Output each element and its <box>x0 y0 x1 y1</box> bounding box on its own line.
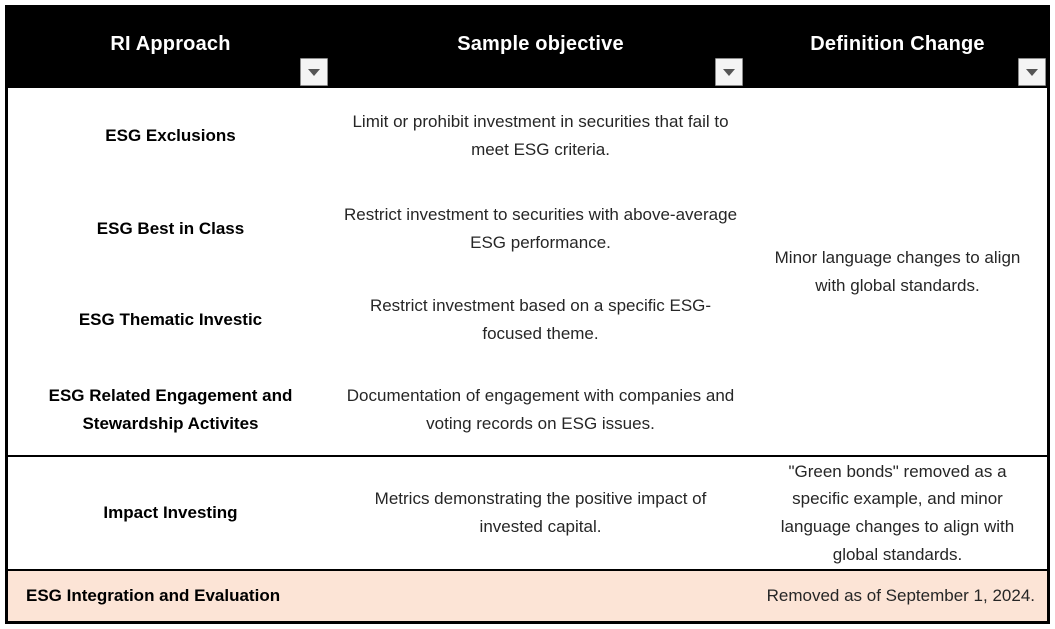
chevron-down-icon <box>723 68 735 76</box>
approach-label: ESG Exclusions <box>105 125 236 145</box>
filter-button-ri-approach[interactable] <box>300 58 328 86</box>
header-cell-definition-change: Definition Change <box>748 8 1047 88</box>
cell-approach-esg-thematic: ESG Thematic Investic <box>8 275 333 365</box>
approach-label: ESG Related Engagement and Stewardship A… <box>48 386 293 433</box>
objective-text: Metrics demonstrating the positive impac… <box>374 489 707 536</box>
cell-approach-esg-best-in-class: ESG Best in Class <box>8 183 333 275</box>
definition-change-text: "Green bonds" removed as a specific exam… <box>780 461 1015 564</box>
table-header-row: RI Approach Sample objective Definition … <box>8 8 1047 88</box>
objective-text: Restrict investment based on a specific … <box>369 296 712 343</box>
cell-objective-esg-engagement: Documentation of engagement with compani… <box>333 365 748 455</box>
objective-text: Documentation of engagement with compani… <box>346 386 735 433</box>
definition-change-text: Minor language changes to align with glo… <box>774 247 1021 295</box>
approach-label: Impact Investing <box>103 503 238 523</box>
header-cell-sample-objective: Sample objective <box>333 8 748 88</box>
chevron-down-icon <box>1026 68 1038 76</box>
cell-objective-esg-best-in-class: Restrict investment to securities with a… <box>333 183 748 275</box>
cell-objective-impact-investing: Metrics demonstrating the positive impac… <box>333 455 748 569</box>
objective-text: Restrict investment to securities with a… <box>343 205 738 252</box>
row-esg-integration-highlighted: ESG Integration and Evaluation Removed a… <box>8 569 1047 621</box>
filter-button-definition-change[interactable] <box>1018 58 1046 86</box>
approach-label: ESG Integration and Evaluation <box>26 586 281 605</box>
table-body: ESG Exclusions Limit or prohibit investm… <box>8 88 1047 621</box>
filter-button-sample-objective[interactable] <box>715 58 743 86</box>
objective-text: Limit or prohibit investment in securiti… <box>352 111 729 159</box>
column-header-ri-approach: RI Approach <box>110 33 231 55</box>
cell-approach-impact-investing: Impact Investing <box>8 455 333 569</box>
header-cell-ri-approach: RI Approach <box>8 8 333 88</box>
approach-label: ESG Best in Class <box>96 219 245 239</box>
approach-label: ESG Thematic Investic <box>78 310 263 330</box>
cell-definition-change-merged: Minor language changes to align with glo… <box>748 88 1047 455</box>
cell-objective-esg-exclusions: Limit or prohibit investment in securiti… <box>333 88 748 183</box>
definition-change-text: Removed as of September 1, 2024. <box>766 586 1035 605</box>
column-header-sample-objective: Sample objective <box>457 33 624 55</box>
cell-approach-esg-exclusions: ESG Exclusions <box>8 88 333 183</box>
column-header-definition-change: Definition Change <box>810 33 985 55</box>
cell-definition-change-impact-investing: "Green bonds" removed as a specific exam… <box>748 455 1047 569</box>
cell-objective-esg-thematic: Restrict investment based on a specific … <box>333 275 748 365</box>
ri-approach-table: RI Approach Sample objective Definition … <box>5 5 1050 624</box>
chevron-down-icon <box>308 68 320 76</box>
cell-approach-esg-engagement: ESG Related Engagement and Stewardship A… <box>8 365 333 455</box>
